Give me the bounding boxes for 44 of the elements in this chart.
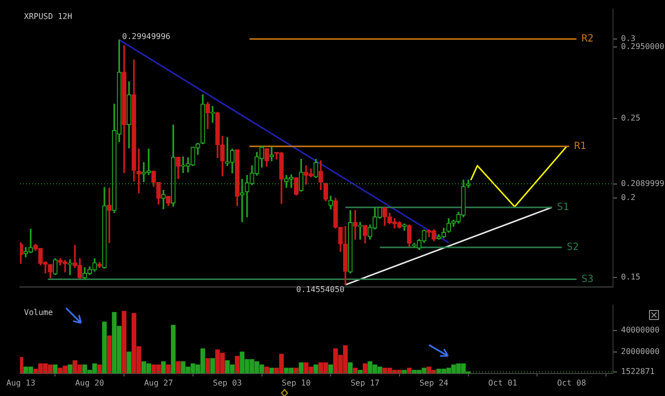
bar — [294, 368, 299, 374]
series-label: S2 — [566, 242, 579, 254]
annotation: 0.29949996 — [122, 32, 171, 41]
bar — [210, 358, 215, 374]
series-label: R1 — [574, 141, 586, 152]
series-label: S3 — [582, 274, 594, 285]
bar — [161, 361, 166, 374]
x-tick-label: Aug 27 — [144, 378, 174, 388]
x-tick-label: Aug 20 — [75, 378, 104, 388]
x-tick-label: Oct 08 — [557, 378, 586, 388]
bar — [170, 324, 176, 374]
y-tick-label: 0.2 — [621, 193, 636, 202]
y-tick-label: 0.25 — [621, 114, 640, 123]
bar — [264, 366, 270, 374]
bar — [107, 336, 112, 374]
y-tick-label: 1522871 — [621, 366, 655, 376]
x-tick-label: Sep 10 — [282, 378, 311, 388]
x-tick-label: Sep 17 — [350, 378, 380, 388]
bar — [362, 363, 368, 374]
y-tick-label: 0.2950000 — [621, 42, 665, 52]
x-tick-label: Sep 24 — [419, 378, 449, 388]
x-tick-label: Aug 13 — [6, 378, 36, 388]
bar — [97, 364, 102, 374]
bar — [348, 362, 353, 374]
bar — [20, 356, 24, 374]
series-label: R2 — [582, 34, 594, 45]
bar — [102, 322, 107, 374]
x-tick-label: Sep 03 — [212, 378, 242, 388]
bar — [234, 356, 240, 374]
chart-title: XRPUSD 12H — [24, 12, 72, 21]
annotation: 0.14554050 — [296, 284, 345, 294]
candlestick — [161, 190, 166, 210]
chart-title: Volume — [24, 308, 54, 317]
y-tick-label: 20000000 — [621, 347, 660, 356]
y-tick-label: 0.3 — [621, 34, 636, 44]
bar — [68, 364, 72, 374]
y-tick-label: 0.15 — [621, 272, 640, 282]
bar — [126, 352, 132, 374]
bar — [205, 358, 210, 374]
series-label: S1 — [556, 202, 569, 213]
y-tick-label: 40000000 — [621, 326, 660, 335]
x-tick-label: Oct 01 — [488, 378, 518, 388]
bar — [122, 310, 126, 374]
y-tick-label: 0.2089999 — [621, 178, 665, 188]
